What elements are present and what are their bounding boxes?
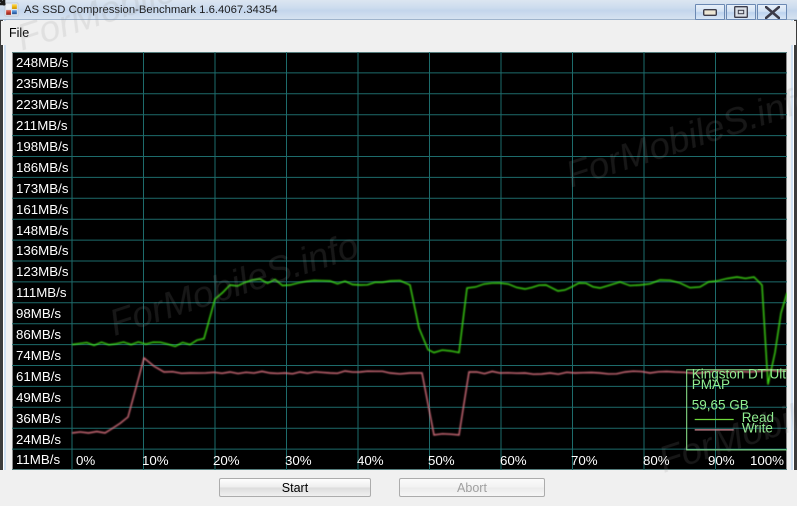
svg-text:80%: 80% [643,453,670,468]
svg-text:0%: 0% [76,453,95,468]
svg-text:136MB/s: 136MB/s [16,243,69,258]
svg-text:40%: 40% [357,453,384,468]
svg-text:186MB/s: 186MB/s [16,160,69,175]
svg-text:Write: Write [742,420,773,435]
svg-text:223MB/s: 223MB/s [16,97,69,112]
svg-text:59,65 GB: 59,65 GB [692,397,749,412]
svg-text:30%: 30% [285,453,312,468]
svg-text:111MB/s: 111MB/s [16,285,67,300]
svg-text:74MB/s: 74MB/s [16,348,61,363]
svg-text:100%: 100% [750,453,784,468]
svg-text:248MB/s: 248MB/s [16,55,69,70]
svg-text:50%: 50% [428,453,455,468]
svg-text:10%: 10% [142,453,169,468]
svg-text:90%: 90% [708,453,735,468]
svg-text:PMAP: PMAP [692,377,730,392]
svg-text:60%: 60% [500,453,527,468]
svg-text:24MB/s: 24MB/s [16,432,61,447]
svg-text:198MB/s: 198MB/s [16,139,69,154]
svg-text:211MB/s: 211MB/s [16,118,68,133]
svg-text:70%: 70% [571,453,598,468]
svg-text:173MB/s: 173MB/s [16,181,69,196]
svg-text:61MB/s: 61MB/s [16,369,61,384]
svg-text:11MB/s: 11MB/s [16,452,60,467]
svg-text:49MB/s: 49MB/s [16,390,61,405]
svg-text:86MB/s: 86MB/s [16,327,61,342]
svg-text:36MB/s: 36MB/s [16,411,61,426]
svg-text:148MB/s: 148MB/s [16,223,69,238]
svg-text:123MB/s: 123MB/s [16,264,69,279]
svg-text:161MB/s: 161MB/s [16,202,69,217]
svg-text:20%: 20% [213,453,240,468]
svg-text:235MB/s: 235MB/s [16,76,69,91]
svg-text:98MB/s: 98MB/s [16,306,61,321]
